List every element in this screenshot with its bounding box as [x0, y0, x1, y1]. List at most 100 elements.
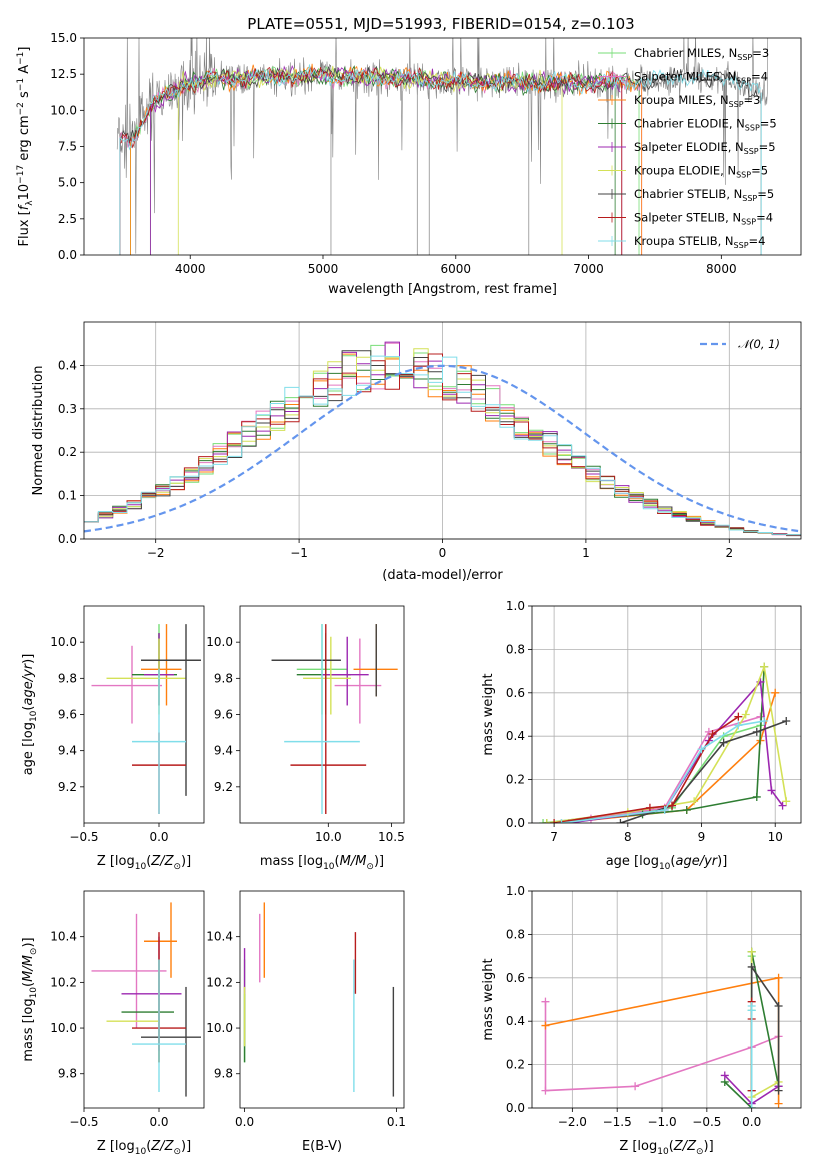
legend-entry-label: Kroupa STELIB, NSSP=4	[634, 234, 765, 250]
spectrum-plot-area	[116, 38, 769, 255]
weight-point-marker	[660, 805, 669, 814]
legend-entry-label: Chabrier MILES, NSSP=3	[634, 46, 769, 62]
weight-point-marker	[719, 738, 728, 747]
weight-point-marker	[747, 1104, 756, 1108]
y-tick-label: 9.8	[58, 671, 77, 685]
errorbar-point	[284, 624, 360, 814]
weight-series	[747, 1002, 756, 1108]
y-tick-label: 9.4	[214, 744, 233, 758]
legend-entry-label: Kroupa ELODIE, NSSP=5	[634, 164, 768, 180]
errorbar-point	[303, 636, 352, 715]
weight-point-marker	[542, 819, 551, 823]
spectrum-x-axis-label: wavelength [Angstrom, rest frame]	[328, 282, 557, 297]
weight-point-marker	[690, 797, 699, 806]
y-tick-label: 10.0	[50, 635, 77, 649]
weight-point-marker	[631, 1082, 640, 1091]
errorbar-point	[106, 959, 160, 1063]
x-tick-label: −1.5	[603, 1115, 632, 1129]
x-axis-label: age [log10(age/yr)]	[606, 854, 728, 872]
y-tick-label: 10.2	[50, 975, 77, 989]
errorbar-point	[296, 633, 352, 715]
errorbar-point	[132, 959, 186, 1093]
errorbar-point	[121, 936, 182, 1051]
weight-line	[546, 663, 788, 823]
weight-point-marker	[741, 710, 750, 719]
legend-entry-label: 𝒩(0, 1)	[738, 337, 780, 351]
age-vs-mass-panel: 10.0 10.5 9.2 9.4 9.6 9.8 10.0 mass [log10(M/M⊙…	[206, 605, 405, 872]
y-axis-label: mass weight	[481, 673, 496, 755]
y-tick-label: 0.6	[506, 971, 525, 985]
y-tick-label: 0.0	[506, 816, 525, 830]
weight-point-marker	[541, 1021, 550, 1030]
x-tick-label: −0.5	[69, 830, 98, 844]
x-tick-label: 7000	[573, 262, 604, 276]
figure-title: PLATE=0551, MJD=51993, FIBERID=0154, z=0…	[247, 15, 634, 33]
y-tick-label: 0.1	[58, 489, 77, 503]
x-tick-label: 10	[768, 830, 783, 844]
weight-vs-age-panel: 7 8 9 10 0.0 0.2 0.4 0.6 0.8 1.0 mass weight age [l…	[481, 599, 802, 872]
x-tick-label: 7	[550, 830, 558, 844]
y-tick-label: 0.0	[506, 1101, 525, 1115]
x-tick-label: 4000	[175, 262, 206, 276]
y-tick-label: 2.5	[58, 212, 77, 226]
errorbar-point	[334, 638, 382, 724]
y-tick-label: 10.0	[50, 1021, 77, 1035]
weight-point-marker	[771, 688, 780, 697]
errorbar-point	[121, 959, 174, 1063]
axes-frame	[531, 605, 802, 824]
age-vs-z-panel: −0.5 0.0 9.2 9.4 9.6 9.8 10.0 Z [log10(Z/Z⊙)] ag…	[21, 605, 205, 872]
spectrum-legend: Chabrier MILES, NSSP=3 Salpeter MILES, NS…	[598, 46, 777, 250]
axes-frame	[83, 37, 802, 256]
weight-point-marker	[539, 819, 548, 823]
residuals-x-axis-label: (data-model)/error	[382, 568, 503, 583]
weight-point-marker	[747, 1002, 756, 1011]
weight-point-marker	[747, 947, 756, 956]
spectrum-panel: 4000 5000 6000 7000 8000 0.0 2.5 5.0 7.5 10.0 12.5…	[16, 31, 802, 297]
x-tick-label: −0.5	[692, 1115, 721, 1129]
weight-point-marker	[541, 997, 550, 1006]
y-tick-label: 12.5	[50, 67, 77, 81]
normal-distribution-curve	[84, 364, 799, 533]
weight-point-marker	[616, 819, 625, 823]
x-tick-label: 10.5	[378, 830, 405, 844]
mass-vs-z-plot-area	[91, 902, 201, 1097]
errorbar-point	[132, 669, 186, 814]
mass-vs-ebv-plot-area	[243, 902, 395, 1097]
x-tick-label: −2	[147, 546, 165, 560]
weight-series	[557, 717, 769, 823]
y-tick-label: 9.8	[214, 1067, 233, 1081]
y-tick-label: 10.0	[206, 1021, 233, 1035]
weight-point-marker	[720, 1071, 729, 1080]
errorbar-point	[141, 624, 182, 706]
weight-line	[553, 716, 739, 823]
spectrum-y-axis-label: Flux [fλ10−17 erg cm−2 s−1 A−1]	[16, 47, 35, 247]
y-tick-label: 10.0	[206, 635, 233, 649]
y-tick-label: 15.0	[50, 31, 77, 45]
y-tick-label: 10.0	[50, 103, 77, 117]
y-tick-label: 0.2	[506, 773, 525, 787]
y-tick-label: 0.8	[506, 927, 525, 941]
y-tick-label: 10.4	[50, 930, 77, 944]
x-tick-label: 0.0	[235, 1115, 254, 1129]
x-tick-label: 8	[624, 830, 632, 844]
x-tick-label: −0.5	[69, 1115, 98, 1129]
legend-entry-label: Kroupa MILES, NSSP=3	[634, 93, 760, 109]
weight-line	[750, 964, 780, 1091]
y-tick-label: 9.8	[214, 671, 233, 685]
axes-frame	[83, 890, 205, 1109]
weight-point-marker	[645, 803, 654, 812]
legend-entry-label: Chabrier ELODIE, NSSP=5	[634, 117, 777, 133]
errorbar-point	[144, 902, 177, 978]
x-tick-label: −2.0	[558, 1115, 587, 1129]
weight-point-marker	[550, 819, 559, 823]
legend-entry-label: Salpeter MILES, NSSP=4	[634, 70, 768, 86]
mass-vs-z-panel: −0.5 0.0 9.8 10.0 10.2 10.4 Z [log10(Z/Z⊙)] mas…	[21, 890, 205, 1157]
errorbar-point	[141, 624, 201, 796]
y-tick-label: 9.2	[58, 780, 77, 794]
axes-frame	[239, 890, 405, 1109]
x-tick-label: 0.0	[149, 1115, 168, 1129]
x-tick-label: 1	[582, 546, 590, 560]
x-axis-label: Z [log10(Z/Z⊙)]	[97, 1139, 191, 1157]
y-tick-label: 0.2	[506, 1058, 525, 1072]
